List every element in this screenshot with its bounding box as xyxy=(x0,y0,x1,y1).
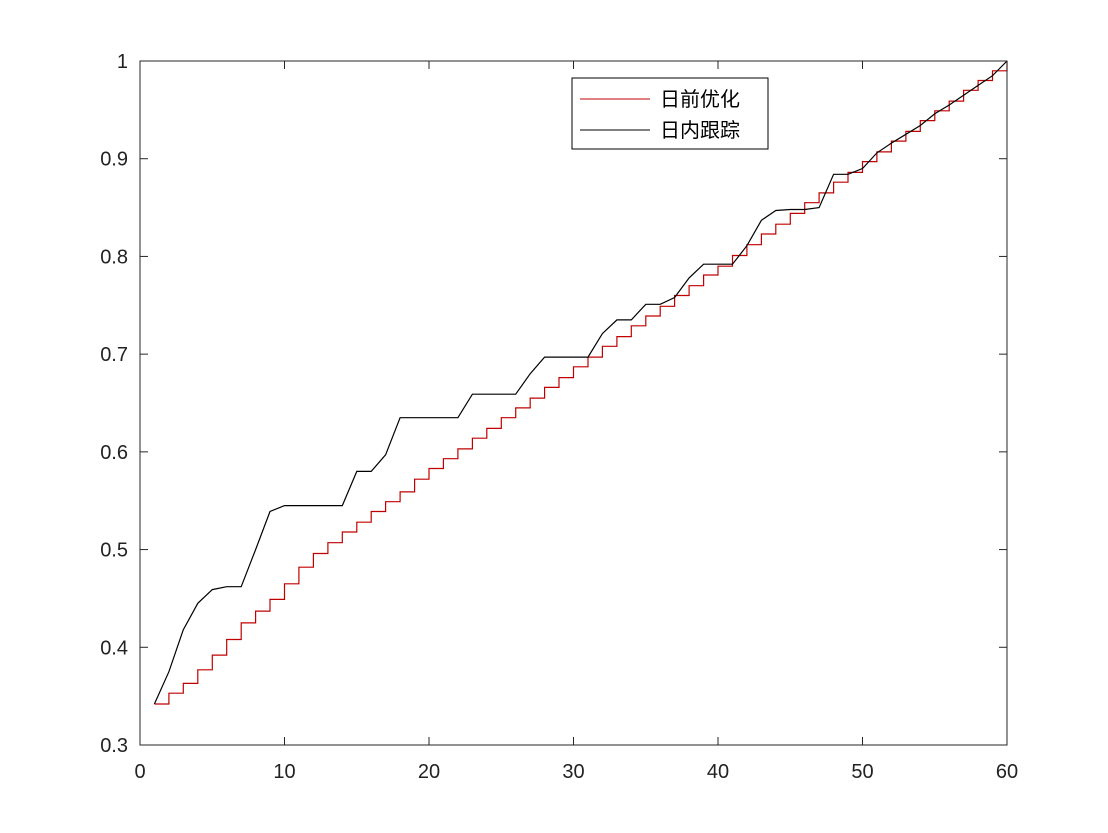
y-tick-label: 0.5 xyxy=(100,540,128,562)
x-tick-label: 0 xyxy=(134,761,145,783)
y-tick-label: 0.7 xyxy=(100,344,128,366)
y-tick-label: 0.3 xyxy=(100,735,128,757)
y-tick-label: 1 xyxy=(117,51,128,73)
x-tick-label: 20 xyxy=(418,761,440,783)
legend-box xyxy=(571,77,769,150)
legend-label-intraday: 日内跟踪 xyxy=(660,118,740,142)
y-tick-label: 0.6 xyxy=(100,442,128,464)
y-tick-label: 0.8 xyxy=(100,246,128,268)
series-line-0 xyxy=(154,61,1008,705)
x-tick-label: 30 xyxy=(562,761,584,783)
plot-background xyxy=(140,61,1007,745)
y-tick-label: 0.9 xyxy=(100,149,128,171)
y-tick-label: 0.4 xyxy=(100,637,128,659)
legend: 日前优化 日内跟踪 xyxy=(571,77,769,150)
x-tick-label: 60 xyxy=(996,761,1018,783)
series-layer xyxy=(153,60,1008,705)
legend-label-day-ahead: 日前优化 xyxy=(660,87,740,111)
x-tick-label: 50 xyxy=(851,761,873,783)
x-tick-label: 10 xyxy=(273,761,295,783)
axes-layer: 0 10 20 30 40 50 60 0.3 0.4 0.5 0.6 0.7 0.8 0.9 1 xyxy=(100,51,1018,783)
x-tick-label: 40 xyxy=(707,761,729,783)
series-line-1 xyxy=(153,60,1008,705)
